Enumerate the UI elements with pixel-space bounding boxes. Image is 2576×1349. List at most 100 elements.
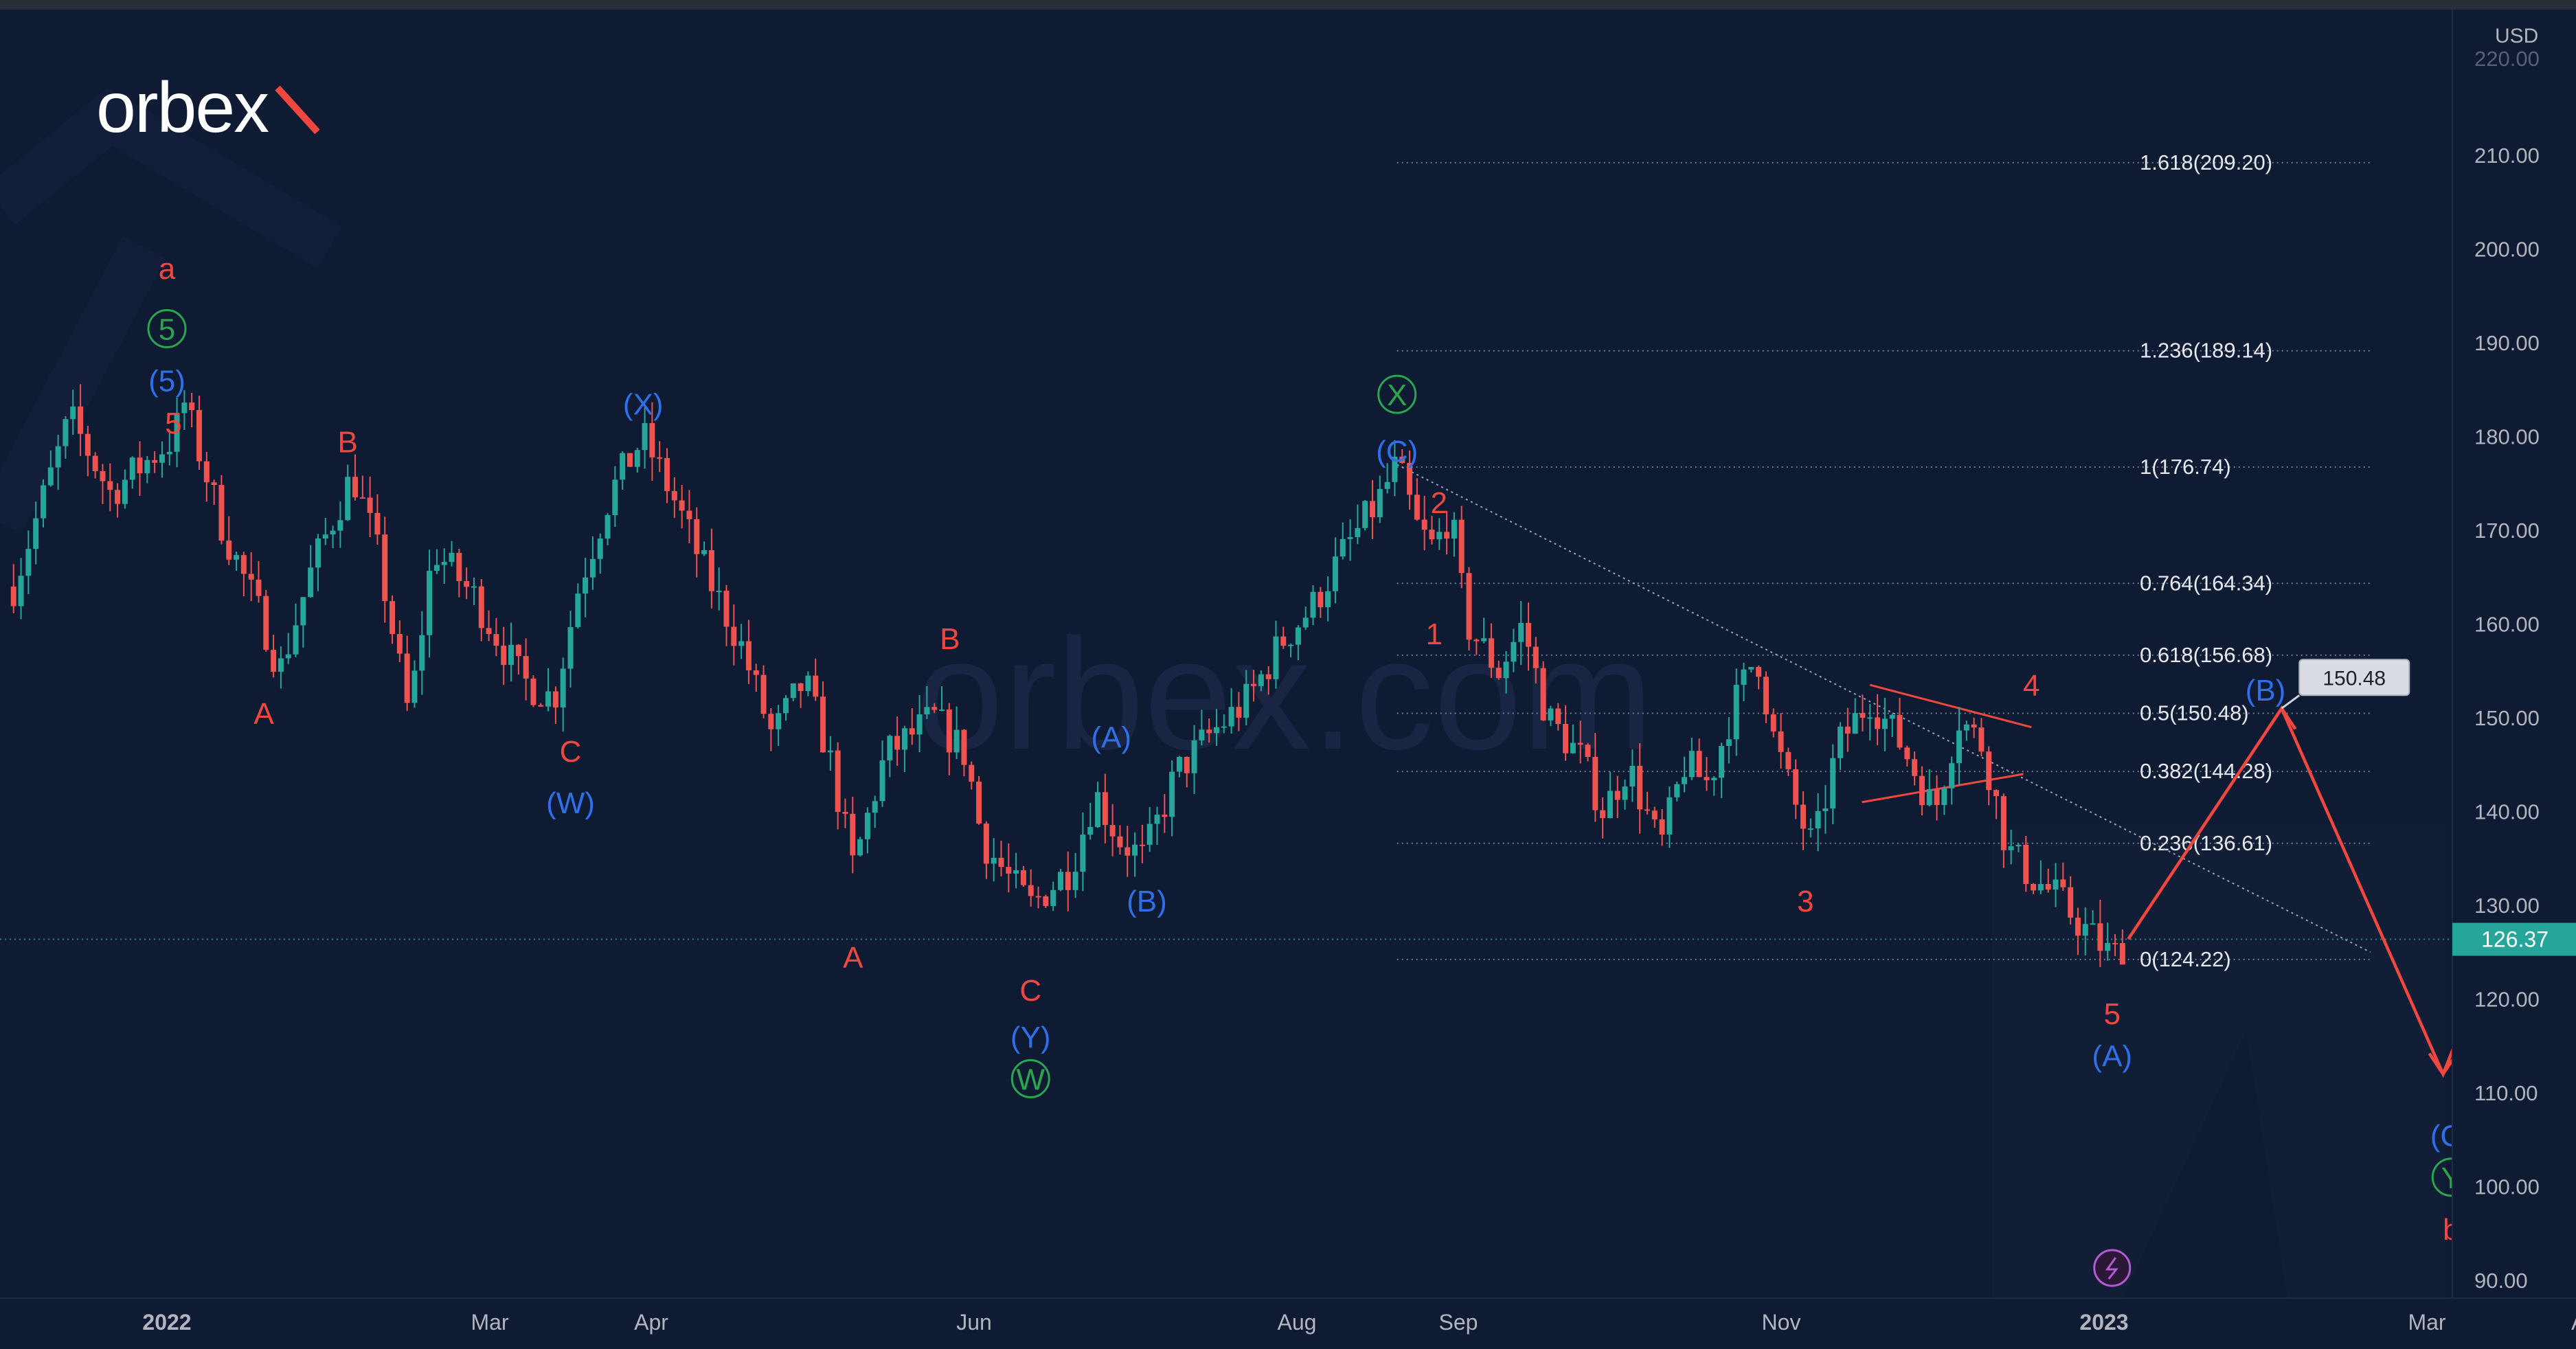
- candle-body: [612, 479, 618, 515]
- wave-label: B: [940, 622, 960, 656]
- price-tick-label: 90.00: [2474, 1269, 2528, 1293]
- candle-body: [25, 549, 32, 576]
- candle-body: [953, 729, 960, 753]
- fib-label: 0.5(150.48): [2140, 701, 2249, 725]
- candle-body: [308, 567, 314, 598]
- candle-body: [486, 628, 492, 635]
- price-tick-label: 120.00: [2474, 988, 2540, 1012]
- price-tick-label: 150.00: [2474, 706, 2540, 730]
- candle-body: [1815, 810, 1821, 829]
- fibonacci-levels[interactable]: 1.618(209.20) 1.236(189.14) 1(176.74) 0.764…: [1397, 150, 2371, 971]
- candle-body: [166, 451, 172, 455]
- candle-body: [1466, 573, 1472, 640]
- triangle-lower-line[interactable]: [1862, 773, 2024, 804]
- candle-body: [776, 713, 782, 729]
- candle-body: [1288, 644, 1294, 646]
- candle-body: [1458, 519, 1465, 574]
- candle-body: [263, 596, 269, 650]
- candle-body: [1280, 636, 1287, 646]
- candle-body: [1362, 501, 1368, 528]
- candle-body: [1614, 791, 1620, 800]
- candle-body: [946, 709, 952, 753]
- candle-body: [218, 485, 225, 541]
- candle-body: [352, 477, 359, 498]
- candle-body: [530, 678, 536, 705]
- candle-body: [1533, 646, 1539, 668]
- price-tick-label: 100.00: [2474, 1175, 2540, 1199]
- candle-body: [1488, 638, 1494, 668]
- candle-body: [887, 736, 893, 760]
- candle-body: [701, 550, 708, 554]
- candle-body: [508, 644, 515, 666]
- candle-body: [285, 654, 291, 659]
- candle-body: [597, 539, 603, 559]
- candle-body: [2112, 942, 2118, 944]
- candle-body: [515, 644, 521, 657]
- candle-body: [78, 406, 84, 434]
- candle-body: [1310, 591, 1316, 618]
- candle-body: [2105, 942, 2111, 951]
- candle-body: [1258, 674, 1264, 686]
- candle-body: [931, 707, 938, 710]
- triangle-upper-line[interactable]: [1869, 683, 2032, 729]
- candle-body: [664, 457, 670, 491]
- projection-path[interactable]: 150.48: [2093, 464, 2576, 1287]
- orbex-logo-text: orbex: [96, 68, 269, 148]
- target-callout-box[interactable]: [2298, 659, 2410, 696]
- candle-body: [731, 626, 737, 646]
- time-axis[interactable]: 2022 Mar Apr Jun Aug Sep Nov 2023 Mar Apr: [0, 1297, 2576, 1346]
- candle-body: [389, 601, 396, 635]
- candle-body: [782, 698, 789, 714]
- trend-lines[interactable]: [0, 464, 2452, 953]
- candle-body: [115, 490, 121, 504]
- candle-body: [961, 729, 967, 765]
- candle-body: [1444, 532, 1450, 539]
- last-price-tag[interactable]: [2452, 922, 2576, 956]
- candle-body: [1273, 636, 1279, 679]
- candle-body: [1778, 731, 1784, 752]
- time-tick-label: Sep: [1439, 1310, 1478, 1335]
- candle-body: [1392, 456, 1398, 482]
- candle-body: [256, 579, 262, 596]
- event-icon[interactable]: [2093, 1249, 2132, 1287]
- candle-body: [1785, 751, 1792, 769]
- candle-body: [1682, 777, 1687, 784]
- candle-body: [137, 457, 143, 474]
- candle-body: [122, 479, 128, 504]
- candle-body: [813, 675, 819, 697]
- price-tick-label-clipped: 220.00: [2474, 47, 2540, 71]
- price-axis[interactable]: USD 210.00 200.00 190.00 180.00 170.00 160.00 1…: [2452, 10, 2576, 1298]
- candle-body: [1912, 759, 1918, 776]
- candle-body: [842, 812, 848, 814]
- price-tick-label: 140.00: [2474, 800, 2540, 824]
- candle-body: [449, 552, 455, 563]
- candle-body: [1399, 456, 1405, 464]
- candle-body: [84, 433, 91, 456]
- candle-body: [1481, 638, 1487, 642]
- candle-body: [976, 781, 982, 824]
- time-tick-label: Apr: [2571, 1310, 2576, 1335]
- candle-body: [1592, 756, 1598, 810]
- candle-body: [1882, 718, 1888, 729]
- candle-body: [1228, 707, 1234, 727]
- candle-body: [552, 691, 558, 707]
- candle-body: [33, 518, 39, 549]
- candle-body: [40, 485, 46, 519]
- candle-body: [2045, 884, 2051, 890]
- wave-label: 5: [165, 407, 181, 440]
- currency-label: USD: [2495, 25, 2538, 47]
- wave-label: (A): [1091, 721, 1131, 754]
- candle-body: [1332, 556, 1338, 591]
- candle-body: [1667, 797, 1673, 835]
- candle-body: [1050, 889, 1057, 907]
- candle-body: [723, 591, 730, 627]
- trendline-main[interactable]: [1397, 464, 2371, 953]
- candle-body: [1926, 789, 1932, 806]
- candle-body: [1429, 530, 1435, 540]
- candle-body: [716, 591, 722, 593]
- candle-body: [1919, 775, 1925, 806]
- candle-body: [1941, 788, 1947, 806]
- candle-body: [2000, 796, 2007, 850]
- candle-body: [1221, 726, 1227, 728]
